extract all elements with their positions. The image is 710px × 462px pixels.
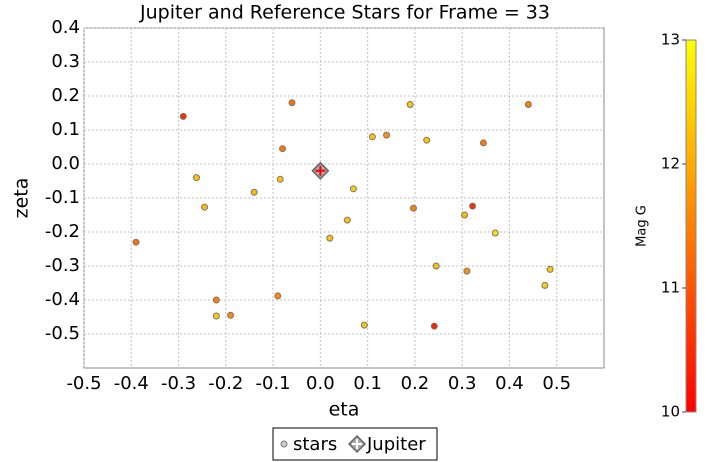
colorbar-tick-label: 11 [661,279,680,297]
star-point [524,101,532,108]
star-point [479,139,487,147]
star-point [274,292,282,300]
y-tick-label: -0.2 [45,221,80,242]
star-point [461,211,469,219]
y-tick-label: 0.2 [51,85,80,106]
star-point [132,238,140,246]
jupiter-cross [352,439,362,449]
star-point [212,296,220,304]
star-point [179,112,187,120]
star-point [250,188,258,196]
star-point [430,322,438,330]
star-point [383,131,391,139]
x-tick-label: -0.3 [161,373,196,394]
legend-label: stars [293,434,337,455]
star-point [276,175,284,183]
x-tick-label: -0.4 [114,373,149,394]
star-point [406,101,414,108]
y-tick-label: 0.0 [51,153,80,174]
y-tick-label: -0.1 [45,187,80,208]
jupiter-marker [311,161,330,180]
x-tick-label: 0.0 [306,373,335,394]
colorbar-label: Mag G [635,205,650,247]
star-point [432,262,440,270]
legend-marker [280,440,288,448]
x-tick-label: -0.1 [256,373,291,394]
jupiter-marker [347,434,367,454]
y-axis-label: zeta [11,178,33,219]
y-tick-label: -0.3 [45,255,80,276]
colorbar-tick-label: 12 [661,155,680,173]
star-point [360,321,368,329]
y-tick-label: 0.1 [51,119,80,140]
star-point [326,234,334,242]
legend-label: Jupiter [366,434,426,455]
star-point [463,267,471,275]
star-point [201,203,209,211]
star-point [368,133,376,141]
colorbar-tick-label: 13 [661,31,680,49]
x-tick-label: -0.5 [66,373,101,394]
star-point [541,281,549,289]
star-point [193,174,201,182]
jupiter-cross [315,165,326,176]
star-point [546,265,554,273]
x-tick-label: -0.2 [208,373,243,394]
x-tick-label: 0.5 [542,373,571,394]
y-tick-label: -0.5 [45,323,80,344]
star-point [288,99,296,107]
colorbar-tick-label: 10 [661,403,680,421]
x-tick-label: 0.2 [401,373,430,394]
x-axis-label: eta [329,399,360,421]
star-point [227,311,235,319]
star-point [349,185,357,193]
x-tick-label: 0.3 [448,373,477,394]
star-point [491,229,499,237]
y-tick-label: 0.3 [51,51,80,72]
y-tick-label: 0.4 [51,17,80,38]
star-point [343,216,351,224]
colorbar [685,39,697,413]
y-tick-label: -0.4 [45,289,80,310]
x-tick-label: 0.4 [495,373,524,394]
star-point [469,202,477,210]
star-point [423,136,431,144]
chart-title: Jupiter and Reference Stars for Frame = … [139,2,550,24]
star-point [212,312,220,320]
star-point [409,204,417,212]
x-tick-label: 0.1 [353,373,382,394]
star-point [279,145,287,153]
